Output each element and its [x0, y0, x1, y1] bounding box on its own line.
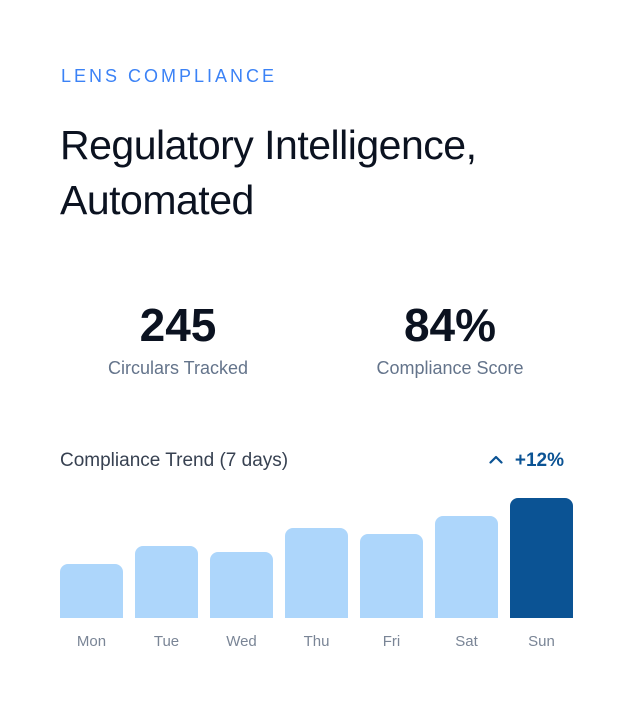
chart-bar-wed — [210, 552, 273, 618]
chart-tick-label-mon: Mon — [76, 633, 107, 650]
headline-line-2: Automated — [60, 177, 254, 223]
chart-tick-label-tue: Tue — [153, 633, 180, 650]
chart-bar-mon — [60, 564, 123, 618]
stat-value: 245 — [139, 299, 217, 351]
chart-bar-thu — [285, 528, 348, 618]
page-title: Regulatory Intelligence, Automated — [60, 118, 580, 228]
chart-tick-label-fri: Fri — [382, 633, 401, 650]
chevron-up-icon — [489, 448, 503, 470]
compliance-trend-chart: Mon Tue Wed Thu Fri Sat Sun — [60, 490, 573, 660]
headline-line-1: Regulatory Intelligence, — [60, 122, 477, 168]
chart-bar-tue — [135, 546, 198, 618]
trend-change-badge: +12% — [489, 450, 564, 472]
chart-bar-sat — [435, 516, 498, 618]
chart-tick-label-thu: Thu — [303, 633, 330, 650]
stat-value: 84% — [403, 299, 497, 351]
stat-label: Circulars Tracked — [107, 358, 249, 378]
chart-tick-label-wed: Wed — [226, 633, 257, 650]
trend-header: Compliance Trend (7 days) +12% — [60, 450, 572, 478]
trend-title: Compliance Trend (7 days) — [60, 450, 289, 471]
stat-label: Compliance Score — [376, 358, 524, 378]
stat-compliance-score: 84% Compliance Score — [320, 298, 580, 379]
product-eyebrow: LENS COMPLIANCE — [61, 66, 278, 86]
chart-tick-label-sun: Sun — [528, 633, 555, 650]
chart-tick-label-sat: Sat — [455, 633, 478, 650]
trend-change-value: +12% — [514, 450, 564, 472]
chart-bar-fri — [360, 534, 423, 618]
stat-circulars-tracked: 245 Circulars Tracked — [48, 298, 308, 379]
chart-bar-sun — [510, 498, 573, 618]
